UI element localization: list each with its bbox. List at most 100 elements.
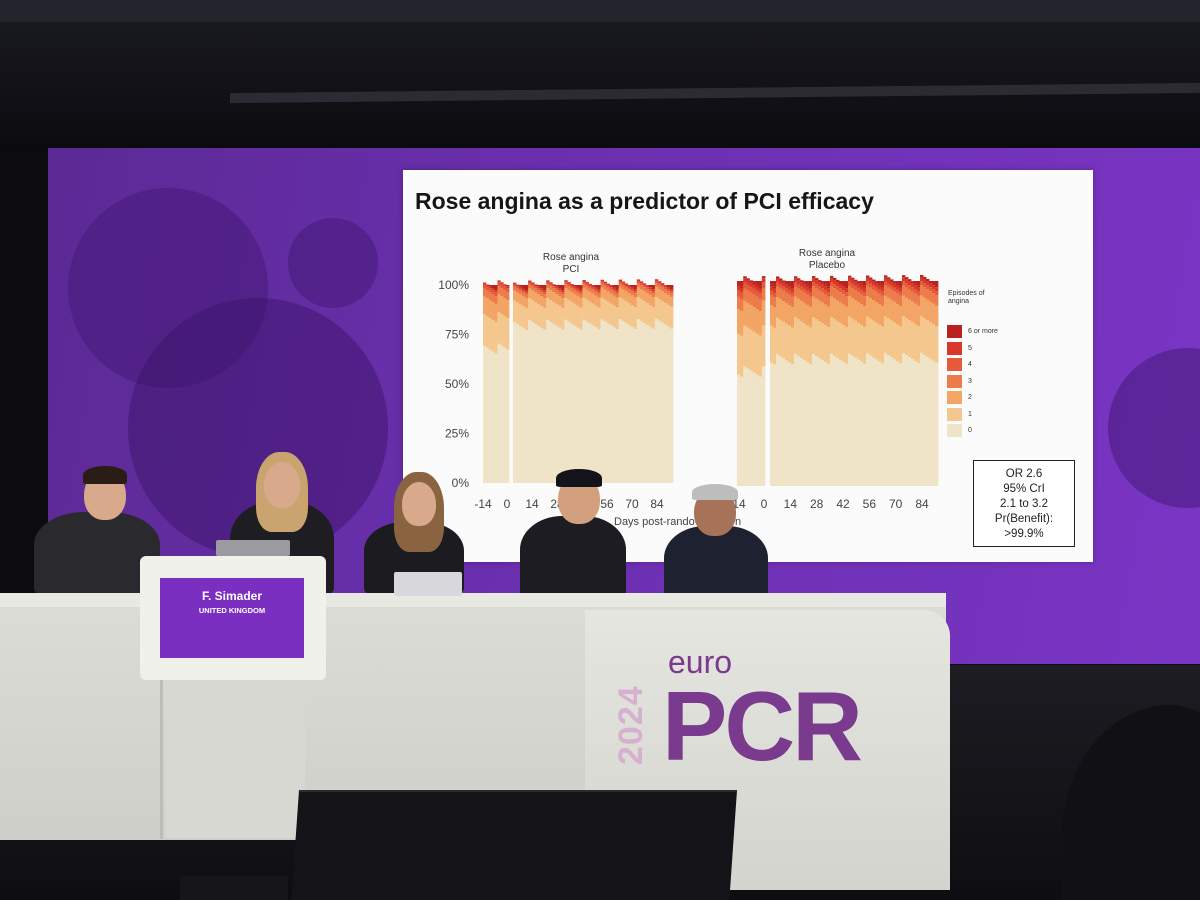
bar-segment [857, 287, 861, 293]
bar-segment [506, 288, 510, 293]
bar-segment [525, 298, 529, 309]
y-tick-label: 50% [445, 377, 469, 391]
bar-segment [639, 299, 644, 321]
bar-segment [908, 299, 912, 321]
bar-segment [908, 281, 912, 286]
bar-segment [537, 294, 541, 305]
bar-segment [776, 317, 780, 355]
bar-segment [818, 358, 822, 486]
bar-segment [830, 277, 834, 283]
bar-segment [564, 319, 568, 483]
bar-segment [875, 359, 879, 486]
bar-segment [848, 275, 852, 278]
bar-segment [932, 324, 936, 361]
bar-segment [582, 279, 586, 282]
bar-segment [866, 353, 870, 486]
bar-segment [899, 291, 903, 296]
bar-segment [645, 293, 650, 304]
bar-segment [833, 298, 837, 319]
bar-segment [531, 282, 535, 285]
bar-segment [929, 283, 933, 288]
bar-segment [621, 321, 626, 483]
bar-segment [531, 284, 535, 287]
bar-segment [597, 329, 601, 483]
bar-segment [854, 357, 858, 486]
bar-segment [749, 286, 753, 293]
bar-segment [642, 287, 647, 292]
bar-segment [561, 292, 565, 295]
bar-segment [597, 297, 601, 308]
bar-segment [555, 290, 559, 295]
bar-segment [836, 279, 840, 282]
bar-segment [887, 318, 891, 356]
bar-segment [890, 279, 894, 282]
bar-segment [836, 320, 840, 358]
bar-segment [749, 370, 753, 486]
bar-segment [600, 319, 604, 483]
bar-segment [633, 293, 638, 298]
bar-segment [869, 318, 873, 356]
bar-segment [920, 274, 924, 278]
bar-segment [588, 301, 592, 324]
bar-segment [824, 325, 828, 363]
bar-segment [779, 298, 783, 320]
bar-segment [657, 298, 662, 321]
bar-segment [639, 283, 644, 286]
legend-swatch [947, 374, 962, 388]
bar-segment [483, 282, 487, 285]
bar-segment [923, 287, 927, 298]
bar-segment [743, 276, 747, 279]
bar-segment [594, 289, 598, 292]
bar-segment [485, 347, 490, 483]
bar-segment [920, 281, 924, 286]
panelist-torso [520, 516, 626, 600]
y-tick-label: 25% [445, 427, 469, 441]
bar-segment [902, 281, 906, 286]
bar-segment [570, 301, 574, 324]
bar-segment [537, 304, 541, 326]
bar-segment [513, 282, 517, 285]
bar-segment [842, 304, 846, 325]
bar-segment [833, 284, 837, 289]
bar-segment [660, 322, 665, 483]
bar-segment [776, 286, 780, 297]
bar-segment [657, 281, 662, 284]
chart-title-placebo: Rose angina Placebo [787, 248, 867, 272]
bar-segment [797, 284, 801, 289]
bar-segment [878, 361, 882, 486]
bar-segment [666, 294, 671, 305]
bar-segment [546, 288, 550, 299]
bar-segment [579, 289, 583, 292]
bar-segment [618, 297, 623, 320]
bar-segment [869, 298, 873, 319]
bar-segment [503, 286, 507, 291]
bar-segment [609, 285, 614, 286]
bar-segment [923, 354, 927, 486]
bar-segment [615, 307, 620, 330]
bar-segment [558, 288, 562, 291]
bar-segment [824, 290, 828, 295]
bar-segment [516, 302, 520, 325]
bar-segment [633, 291, 638, 294]
bar-segment [567, 290, 571, 300]
bar-segment [911, 301, 915, 323]
bar-segment [845, 306, 849, 327]
bar-segment [531, 300, 535, 323]
legend-item: 4 [947, 358, 972, 371]
bar-segment [552, 284, 556, 287]
bar-segment [561, 329, 565, 483]
bar-segment [794, 276, 798, 279]
bar-segment [818, 282, 822, 287]
bar-segment [494, 353, 498, 483]
bar-segment [812, 282, 816, 287]
bar-segment [773, 364, 777, 486]
bar-segment [645, 303, 650, 325]
bar-segment [878, 304, 882, 325]
bar-segment [627, 325, 632, 483]
bar-segment [800, 282, 804, 287]
slide-title: Rose angina as a predictor of PCI effica… [415, 188, 874, 214]
bar-segment [752, 372, 757, 486]
bar-segment [522, 285, 526, 289]
bar-segment [917, 285, 921, 288]
bar-segment [899, 363, 903, 486]
